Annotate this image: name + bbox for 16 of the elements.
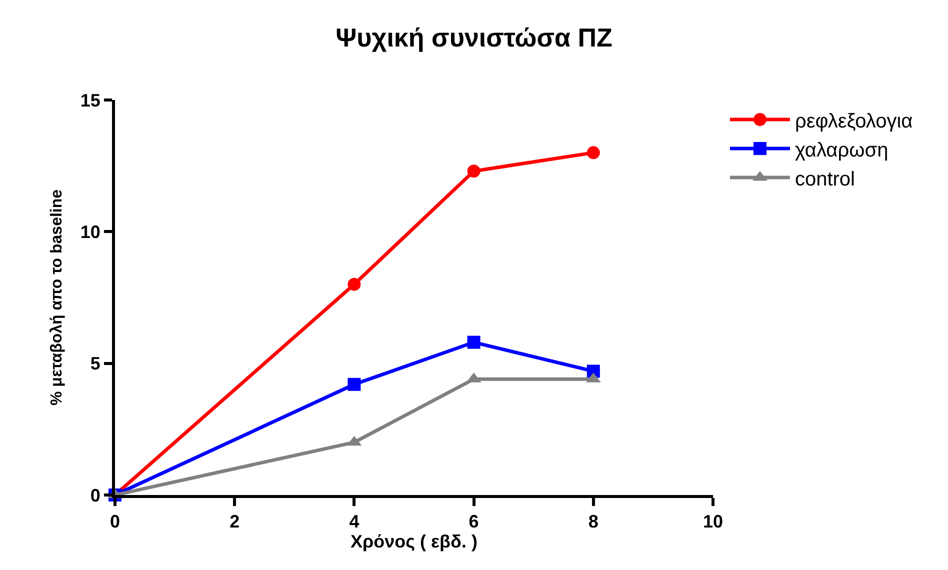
x-tick-label: 2 xyxy=(230,512,240,532)
y-tick-label: 10 xyxy=(80,222,100,242)
x-tick-label: 4 xyxy=(349,512,360,532)
legend-label: ρεφλεξολογια xyxy=(794,110,913,132)
x-tick-label: 0 xyxy=(110,512,120,532)
legend-label: control xyxy=(794,168,855,190)
x-axis-title: Χρόνος ( εβδ. ) xyxy=(350,532,478,552)
x-tick-label: 10 xyxy=(702,512,724,532)
y-tick-label: 0 xyxy=(90,485,100,506)
x-tick-label: 6 xyxy=(468,512,479,532)
chart-title: Ψυχική συνιστώσα ΠΖ xyxy=(336,22,613,53)
x-tick-label: 8 xyxy=(588,512,598,532)
y-axis-title: % μεταβολή απο το baseline xyxy=(48,189,66,406)
y-tick-label: 5 xyxy=(90,354,100,374)
y-tick-label: 15 xyxy=(80,90,100,110)
legend-label: χαλαρωση xyxy=(794,139,888,162)
